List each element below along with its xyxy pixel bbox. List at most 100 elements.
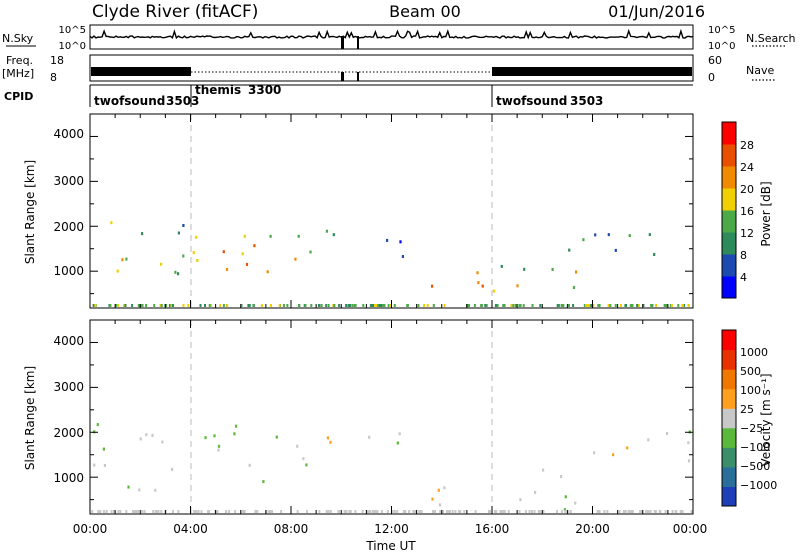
- power-scatter-ground-56: [586, 304, 589, 307]
- freq-band-twofsound-2: [492, 67, 692, 76]
- vel-scatter-ground-152: [518, 510, 521, 513]
- power-scatter: [92, 221, 690, 307]
- power-scatter-ground-43: [467, 304, 470, 307]
- vel-scatter-ground-158: [327, 510, 330, 513]
- power-scatter-ground-84: [92, 304, 95, 307]
- power-scatter-cell-22: [245, 262, 249, 266]
- vel-scatter-ground-18: [560, 510, 563, 513]
- power-ytick-1000: 1000: [53, 264, 84, 278]
- power-scatter-ground-136: [620, 304, 622, 307]
- power-scatter-cell-46: [607, 233, 610, 237]
- power-scatter-ground-71: [345, 304, 348, 307]
- velocity-ytick-1000: 1000: [53, 471, 84, 485]
- xtick-0800: 08:00: [274, 522, 309, 536]
- vel-scatter-ground-25: [415, 510, 417, 513]
- velocity-scatter: [91, 423, 693, 513]
- vel-scatter-ground-92: [156, 510, 159, 513]
- power-scatter-ground-72: [687, 304, 690, 307]
- power-scatter-ground-41: [629, 304, 632, 307]
- power-scatter-ground-101: [222, 304, 225, 307]
- vel-cbar-swatch-5: [722, 388, 736, 409]
- power-scatter-cell-35: [516, 284, 519, 288]
- power-scatter-ground-7: [168, 304, 171, 307]
- vel-scatter-ground-98: [598, 510, 601, 513]
- power-scatter-ground-158: [327, 304, 330, 307]
- vel-scatter-ground-87: [349, 510, 352, 513]
- vel-scatter-ground-97: [345, 510, 348, 513]
- vel-scatter-cell-40: [574, 501, 577, 505]
- vel-scatter-ground-146: [564, 510, 567, 513]
- vel-scatter-ground-4: [369, 510, 372, 513]
- vel-scatter-ground-13: [216, 510, 219, 513]
- vel-scatter-ground-144: [445, 510, 448, 513]
- vel-scatter-ground-145: [537, 510, 540, 513]
- vel-scatter-ground-94: [134, 510, 136, 513]
- power-cbar-tick-8: 8: [740, 249, 747, 262]
- vel-scatter-ground-96: [376, 510, 379, 513]
- power-scatter-ground-1: [588, 304, 591, 307]
- freq-left-tick-top: 18: [50, 54, 64, 67]
- power-scatter-ground-148: [519, 304, 522, 307]
- power-scatter-ground-94: [494, 304, 497, 307]
- vel-cbar-swatch-2: [722, 447, 736, 468]
- vel-scatter-ground-19: [296, 510, 299, 513]
- power-cbar-tick-20: 20: [740, 183, 754, 196]
- vel-scatter-ground-110: [606, 510, 609, 513]
- power-scatter-ground-116: [171, 304, 174, 307]
- vel-scatter-cell-5: [139, 437, 142, 441]
- vel-scatter-ground-136: [255, 510, 258, 513]
- vel-scatter-ground-70: [630, 510, 633, 513]
- power-scatter-cell-0: [160, 262, 163, 266]
- power-scatter-ground-147: [165, 304, 167, 307]
- vel-scatter-ground-72: [105, 510, 108, 513]
- power-scatter-cell-10: [177, 272, 180, 276]
- power-scatter-ground-137: [614, 304, 617, 307]
- vel-scatter-cell-14: [302, 457, 305, 461]
- vel-scatter-ground-141: [343, 510, 346, 513]
- cpid-seg-1-name: twofsound: [94, 94, 165, 108]
- vel-scatter-ground-32: [533, 510, 536, 513]
- freq-band-twofsound-1: [91, 67, 191, 76]
- power-scatter-ground-157: [349, 304, 351, 307]
- power-scatter-cell-1: [195, 235, 198, 239]
- vel-scatter-ground-58: [268, 510, 270, 513]
- vel-scatter-ground-49: [325, 510, 328, 513]
- xtick-0400: 04:00: [173, 522, 208, 536]
- vel-scatter-ground-34: [474, 510, 477, 513]
- power-scatter-cell-28: [399, 240, 402, 244]
- power-scatter-ground-48: [663, 304, 666, 307]
- vel-scatter-ground-85: [97, 510, 100, 513]
- xtick-2400: 00:00: [673, 522, 708, 536]
- power-ytick-3000: 3000: [53, 174, 84, 188]
- power-scatter-ground-135: [109, 304, 112, 307]
- vel-scatter-ground-62: [152, 510, 155, 513]
- power-scatter-ground-123: [347, 304, 350, 307]
- power-cbar-label: Power [dB]: [759, 181, 773, 246]
- power-scatter-ground-109: [247, 304, 250, 307]
- vel-scatter-ground-93: [641, 510, 644, 513]
- vel-scatter-ground-128: [459, 510, 462, 513]
- vel-scatter-cell-32: [443, 486, 446, 490]
- power-scatter-ground-152: [590, 304, 593, 307]
- power-scatter-ground-9: [518, 304, 521, 307]
- power-scatter-cell-47: [614, 248, 617, 252]
- vel-scatter-ground-108: [318, 510, 321, 513]
- power-scatter-ground-16: [677, 304, 680, 307]
- power-scatter-ground-73: [572, 304, 575, 307]
- power-scatter-ground-139: [417, 304, 420, 307]
- power-scatter-ground-149: [372, 304, 374, 307]
- vel-scatter-ground-79: [538, 510, 541, 513]
- power-scatter-cell-38: [492, 289, 496, 293]
- vel-scatter-cell-44: [666, 432, 669, 435]
- vel-scatter-ground-71: [371, 510, 374, 513]
- vel-scatter-cell-4: [145, 433, 148, 437]
- vel-scatter-cell-6: [96, 423, 99, 427]
- power-scatter-cell-7: [141, 232, 144, 236]
- power-cbar-swatch-3: [722, 210, 736, 233]
- vel-scatter-cell-38: [563, 508, 566, 512]
- power-scatter-ground-140: [374, 304, 377, 307]
- velocity-ytick-3000: 3000: [53, 380, 84, 394]
- vel-scatter-ground-103: [494, 510, 496, 513]
- vel-scatter-cell-37: [560, 475, 563, 479]
- power-cbar-swatch-2: [722, 232, 736, 255]
